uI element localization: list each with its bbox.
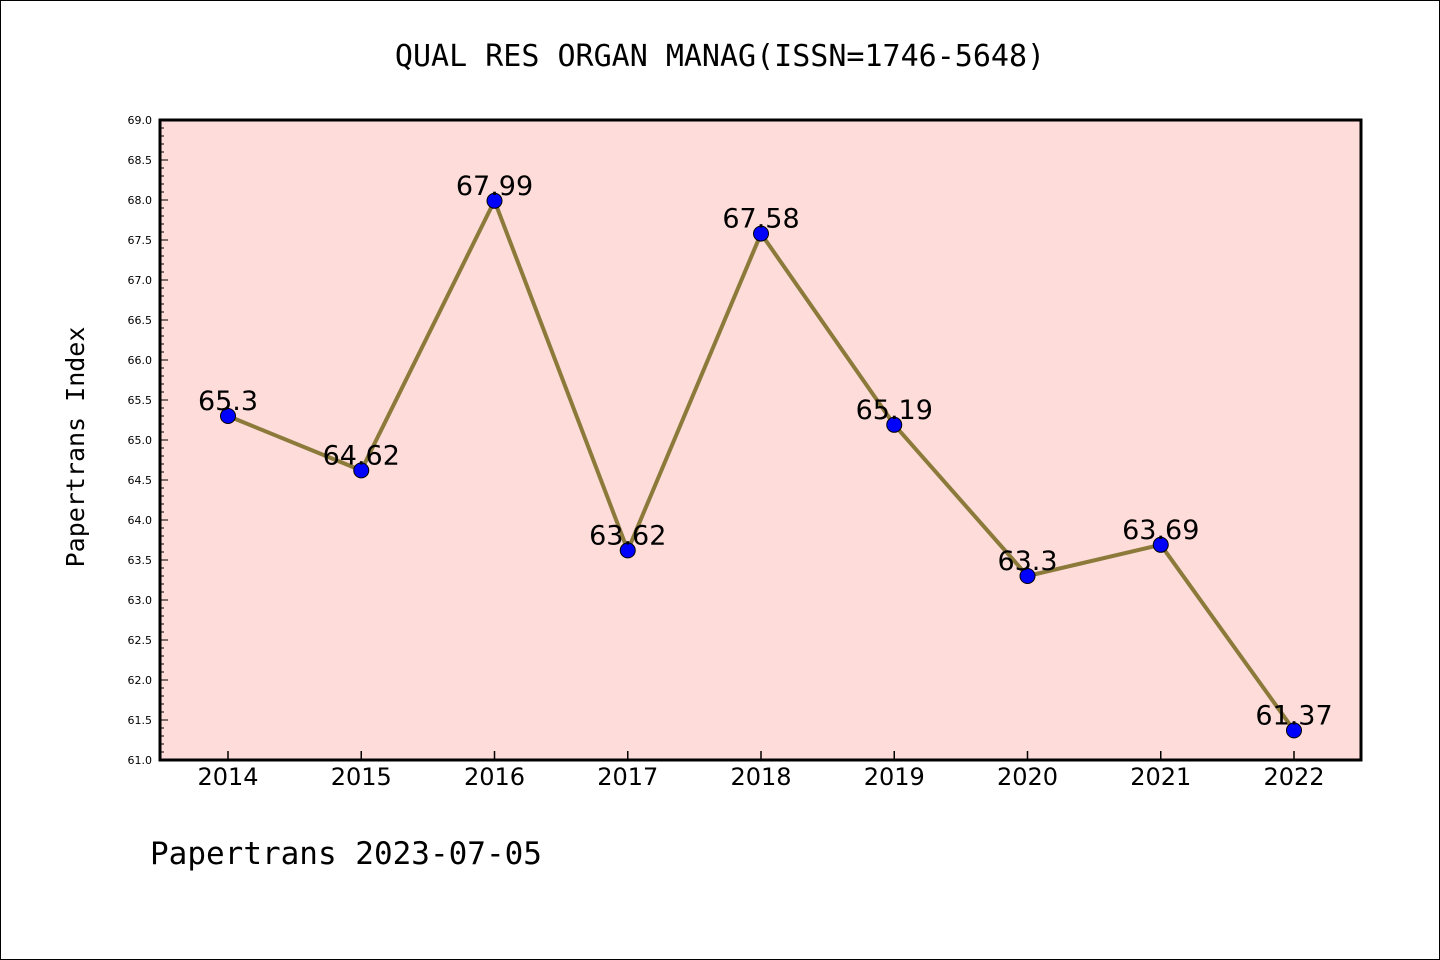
y-tick-label: 66.0 [128, 354, 153, 367]
data-label: 63.69 [1122, 515, 1199, 546]
y-tick-label: 68.5 [128, 154, 153, 167]
data-point-marker [886, 416, 903, 433]
data-label: 67.58 [722, 204, 799, 235]
y-tick-label: 62.0 [128, 674, 153, 687]
y-tick-label: 67.5 [128, 234, 153, 247]
y-tick-label: 66.5 [128, 314, 153, 327]
data-point-marker [220, 408, 236, 424]
x-tick-label: 2020 [997, 763, 1058, 791]
footer-text: Papertrans 2023-07-05 [150, 836, 542, 872]
data-label: 61.37 [1255, 700, 1332, 731]
y-tick-label: 63.0 [128, 594, 153, 607]
x-tick-label: 2014 [197, 763, 258, 791]
y-tick-label: 64.5 [128, 474, 153, 487]
data-point-marker [1019, 568, 1036, 584]
data-label: 63.3 [997, 546, 1057, 577]
y-tick-label: 65.5 [128, 394, 153, 407]
data-label: 65.3 [198, 386, 258, 417]
y-axis-label: Papertrans Index [61, 327, 90, 568]
data-label: 63.62 [589, 520, 666, 551]
y-tick-label: 68.0 [128, 194, 153, 207]
x-tick-label: 2015 [331, 763, 392, 791]
data-point-marker [486, 192, 503, 209]
y-tick-label: 63.5 [128, 554, 153, 567]
y-tick-label: 65.0 [128, 434, 153, 447]
y-tick-label: 69.0 [128, 114, 153, 127]
x-tick-label: 2016 [464, 763, 525, 791]
x-tick-label: 2022 [1263, 763, 1324, 791]
data-label: 65.19 [856, 395, 933, 426]
x-tick-label: 2018 [730, 763, 791, 791]
data-label: 64.62 [323, 440, 400, 471]
x-tick-label: 2021 [1130, 763, 1191, 791]
y-tick-label: 61.5 [128, 714, 153, 727]
y-tick-label: 62.5 [128, 634, 153, 647]
data-point-marker [619, 542, 636, 559]
y-tick-label: 61.0 [128, 754, 153, 767]
data-label: 67.99 [456, 171, 533, 202]
data-labels-layer: 65.3 64.62 67.99 63.62 67.58 65.19 63.3 63.69 61… [198, 171, 1333, 732]
x-axis-ticks: 2014 2015 2016 2017 2018 2019 2020 2021 2022 [197, 751, 1325, 791]
chart-title: QUAL RES ORGAN MANAG(ISSN=1746-5648) [395, 39, 1045, 74]
data-point-marker [1152, 536, 1169, 553]
data-markers-layer [220, 192, 1302, 739]
x-tick-label: 2017 [597, 763, 658, 791]
y-tick-label: 64.0 [128, 514, 153, 527]
data-point-marker [353, 462, 370, 479]
data-point-marker [1286, 722, 1302, 739]
data-point-marker [753, 225, 769, 242]
x-tick-label: 2019 [864, 763, 925, 791]
plot-border [158, 118, 1363, 762]
y-tick-label: 67.0 [128, 274, 153, 287]
